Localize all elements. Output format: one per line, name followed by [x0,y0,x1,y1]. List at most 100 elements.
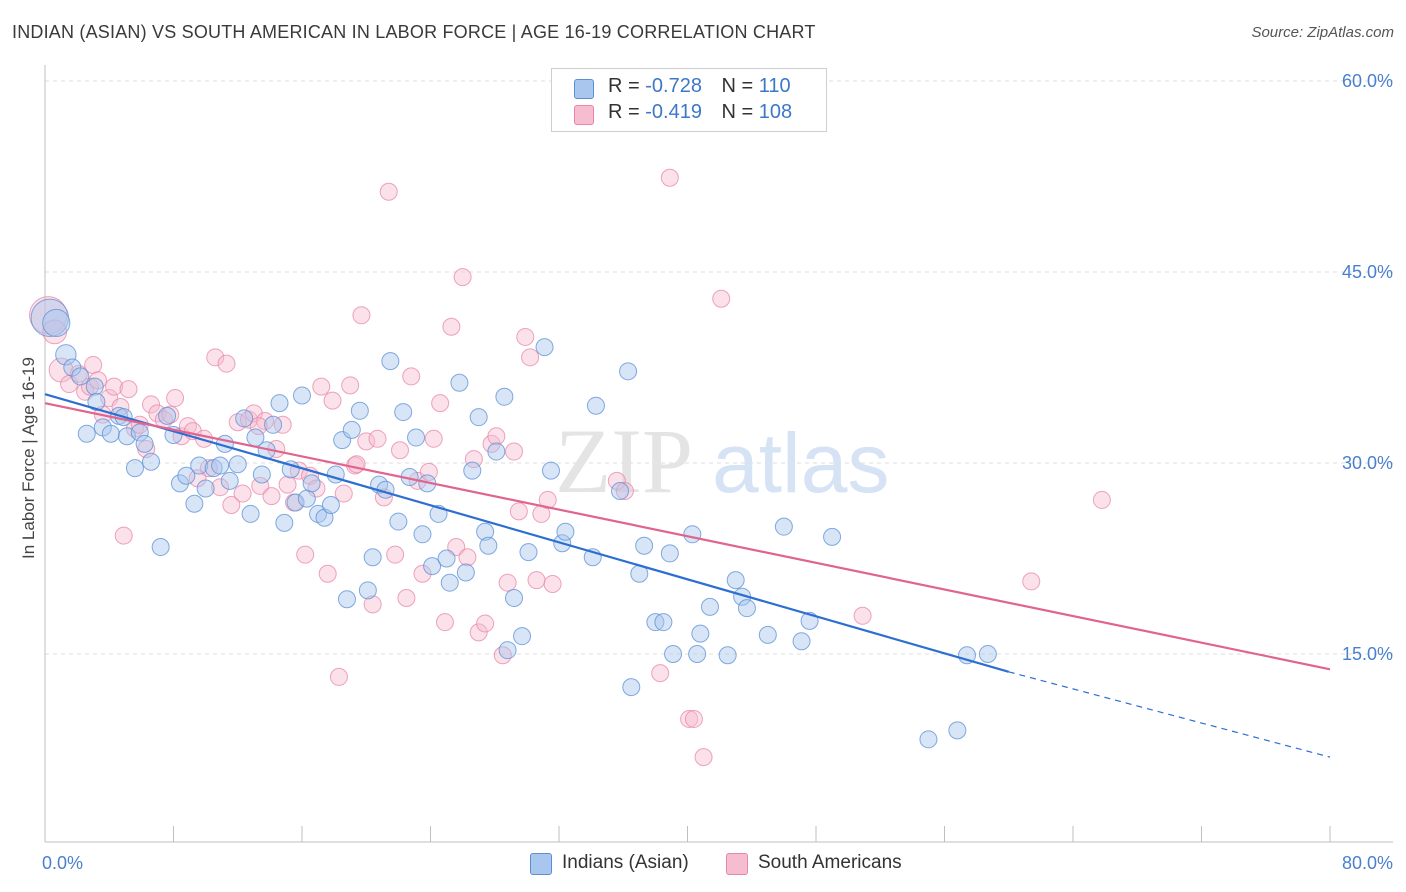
south-americans-point [712,289,731,308]
indians-asian-point [469,408,488,427]
indians-asian-point [394,403,413,422]
south-americans-trend-line [44,402,1331,671]
indians-asian-point [142,452,161,471]
indians-asian-point [235,409,254,428]
indians-asian-point [101,424,120,443]
south-americans-point [694,748,713,767]
south-americans-point [487,427,506,446]
indians-asian-point [42,308,71,338]
n-label: N = [721,75,754,97]
south-americans-point [1022,572,1041,591]
south-americans-point [493,646,512,665]
south-americans-point [206,348,225,367]
south-americans-point [1092,490,1111,509]
indians-asian-point [495,387,514,406]
indians-asian-point [519,543,538,562]
indians-asian-point [622,678,641,697]
south-americans-point [278,475,297,494]
south-americans-point [684,709,703,728]
indians-asian-point [407,428,426,447]
indians-asian-point [211,456,230,475]
indians-asian-point [487,442,506,461]
indians-asian-point [505,588,524,607]
indians-asian-point [297,489,316,508]
south-americans-point [217,354,236,373]
y-tick-label: 60.0% [1342,71,1393,91]
indians-asian-point [691,624,710,643]
indians-asian-point [823,527,842,546]
south-americans-point [222,496,241,515]
x-tick-label: 0.0% [42,853,83,873]
indians-asian-point [190,456,209,475]
indians-asian-point [437,549,456,568]
n-label: N = [721,101,754,123]
indians-asian-points [30,298,997,749]
y-tick-label: 15.0% [1342,644,1393,664]
south-americans-point [680,709,699,728]
south-americans-point [329,667,348,686]
legend-label: Indians (Asian) [562,852,689,873]
indians-asian-point [688,645,707,663]
south-americans-point [543,574,562,593]
watermark: ZIP atlas [555,410,889,512]
indians-asian-point [151,538,170,557]
indians-asian-point [87,392,106,411]
indians-asian-point [535,338,554,357]
indians-asian-point [358,581,377,600]
indians-asian-point [456,563,475,582]
south-americans-point [386,545,405,564]
south-americans-point [273,415,292,434]
south-americans-point [458,548,477,567]
south-americans-point [660,168,679,187]
indians-asian-trend-line [44,393,1010,673]
indians-asian-point [541,461,560,480]
indians-asian-point [185,494,204,513]
south-americans-point [251,476,270,495]
indians-asian-point [619,362,638,381]
indians-asian-point [498,641,517,660]
correlation-legend: R = -0.728 N = 110 R = -0.419 N = 108 [551,68,827,132]
south-americans-point [390,441,409,460]
indians-asian-point [660,544,679,563]
indians-asian-point [774,517,793,536]
south-americans-point [419,462,438,481]
south-americans-point [402,367,421,386]
south-americans-point [341,376,360,395]
indians-asian-point [270,394,289,413]
south-americans-point [498,573,517,592]
indians-asian-point [726,571,745,590]
south-americans-point [521,348,540,367]
indians-asian-point [350,401,369,420]
indians-asian-point [700,597,719,616]
indians-asian-point [978,645,997,663]
indians-asian-point [77,424,96,443]
watermark-zip: ZIP [555,410,693,512]
source-credit: Source: ZipAtlas.com [1251,24,1394,41]
south-americans-point [119,380,138,399]
y-tick-label: 45.0% [1342,262,1393,282]
south-americans-point [453,268,472,287]
indians-asian-point [463,461,482,480]
south-americans-point [363,595,382,614]
axes [44,65,1393,843]
south-americans-point [615,482,634,501]
indians-asian-point [758,625,777,644]
indians-asian-point [158,406,177,425]
indians-asian-point [586,396,605,415]
south-americans-point [233,484,252,503]
r-value: -0.419 [645,101,702,123]
grid-lines [45,80,1393,655]
indians-asian-point [130,423,149,442]
y-tick-label: 30.0% [1342,453,1393,473]
south-americans-point [431,394,450,413]
south-americans-point [334,484,353,503]
r-label: R = [608,101,640,123]
n-value: 108 [758,101,793,123]
r-value: -0.728 [645,75,702,97]
indians-asian-point [683,525,702,544]
indians-asian-point [177,466,196,485]
indians-asian-point [450,373,469,392]
tick-labels: 15.0% 30.0% 45.0% 60.0% 0.0% 80.0% [42,71,1393,873]
indians-asian-point [85,377,104,396]
indians-asian-point [792,632,811,651]
